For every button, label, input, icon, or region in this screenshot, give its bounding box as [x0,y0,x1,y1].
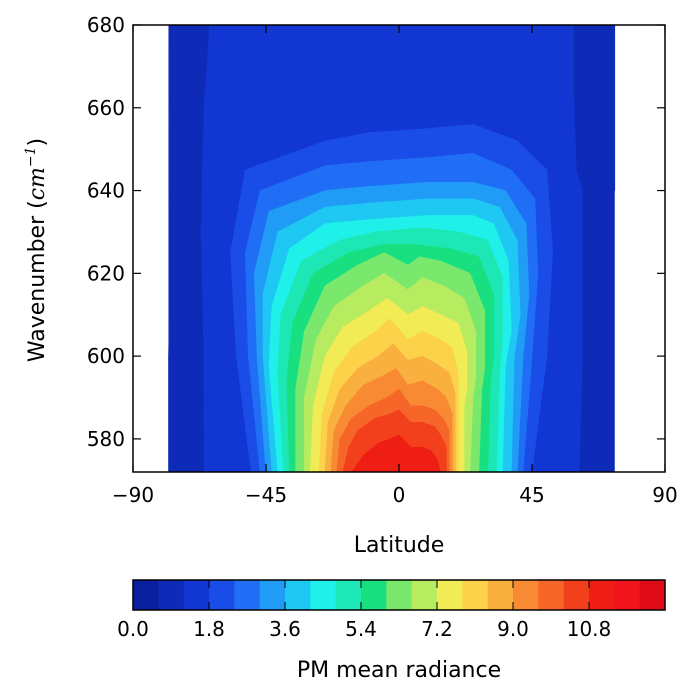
colorbar-segment [563,580,590,610]
contour-band-1 [573,25,616,191]
contour-band-18 [351,434,441,472]
x-tick-label: −45 [245,483,287,507]
colorbar-segment [183,580,210,610]
colorbar-segment [234,580,261,610]
x-axis: −90 −45 0 45 90 [112,25,678,507]
colorbar-segment [386,580,413,610]
y-tick-label: 620 [87,261,125,285]
colorbar-tick-label: 0.0 [117,617,149,641]
colorbar-tick-label: 9.0 [497,617,529,641]
y-axis: 580 600 620 640 660 680 [87,13,665,451]
colorbar-tick-label: 5.4 [345,617,377,641]
x-axis-title: Latitude [354,533,445,558]
x-tick-label: −90 [112,483,154,507]
colorbar-segment [538,580,565,610]
colorbar-segment [158,580,185,610]
colorbar-segment [335,580,362,610]
colorbar: 0.0 1.8 3.6 5.4 7.2 9.0 10.8 PM mean radiance [117,579,666,683]
colorbar-frame [132,579,666,611]
y-axis-unit-exponent: −1 [23,146,39,167]
x-tick-label: 45 [519,483,544,507]
colorbar-segment [614,580,641,610]
colorbar-segment [487,580,514,610]
y-axis-unit: cm [25,167,50,200]
colorbar-segment [437,580,463,610]
y-axis-title: Wavenumber (cm−1) [23,138,50,362]
colorbar-segment [589,580,615,610]
colorbar-segment [513,580,539,610]
contour-fills [168,25,616,472]
colorbar-segment [133,580,159,610]
colorbar-segment [361,580,387,610]
colorbar-title: PM mean radiance [297,658,501,683]
plot-area [132,24,666,473]
colorbar-tick-label: 1.8 [193,617,225,641]
y-axis-title-close: ) [25,138,50,147]
y-tick-label: 580 [87,427,125,451]
colorbar-ticks: 0.0 1.8 3.6 5.4 7.2 9.0 10.8 [117,580,611,641]
colorbar-segment [285,580,311,610]
colorbar-segment [639,580,666,610]
colorbar-segment [209,580,235,610]
colorbar-segment [259,580,286,610]
y-tick-label: 640 [87,179,125,203]
colorbar-segment [310,580,337,610]
colorbar-segments [133,580,666,610]
y-tick-label: 680 [87,13,125,37]
colorbar-tick-label: 7.2 [421,617,453,641]
colorbar-segment [411,580,438,610]
y-tick-label: 600 [87,344,125,368]
y-axis-title-text: Wavenumber ( [25,200,50,362]
x-tick-label: 90 [652,483,677,507]
colorbar-tick-label: 10.8 [567,617,612,641]
colorbar-tick-label: 3.6 [269,617,301,641]
colorbar-segment [462,580,489,610]
y-tick-label: 660 [87,96,125,120]
contour-band-0 [168,25,208,472]
x-tick-label: 0 [393,483,406,507]
